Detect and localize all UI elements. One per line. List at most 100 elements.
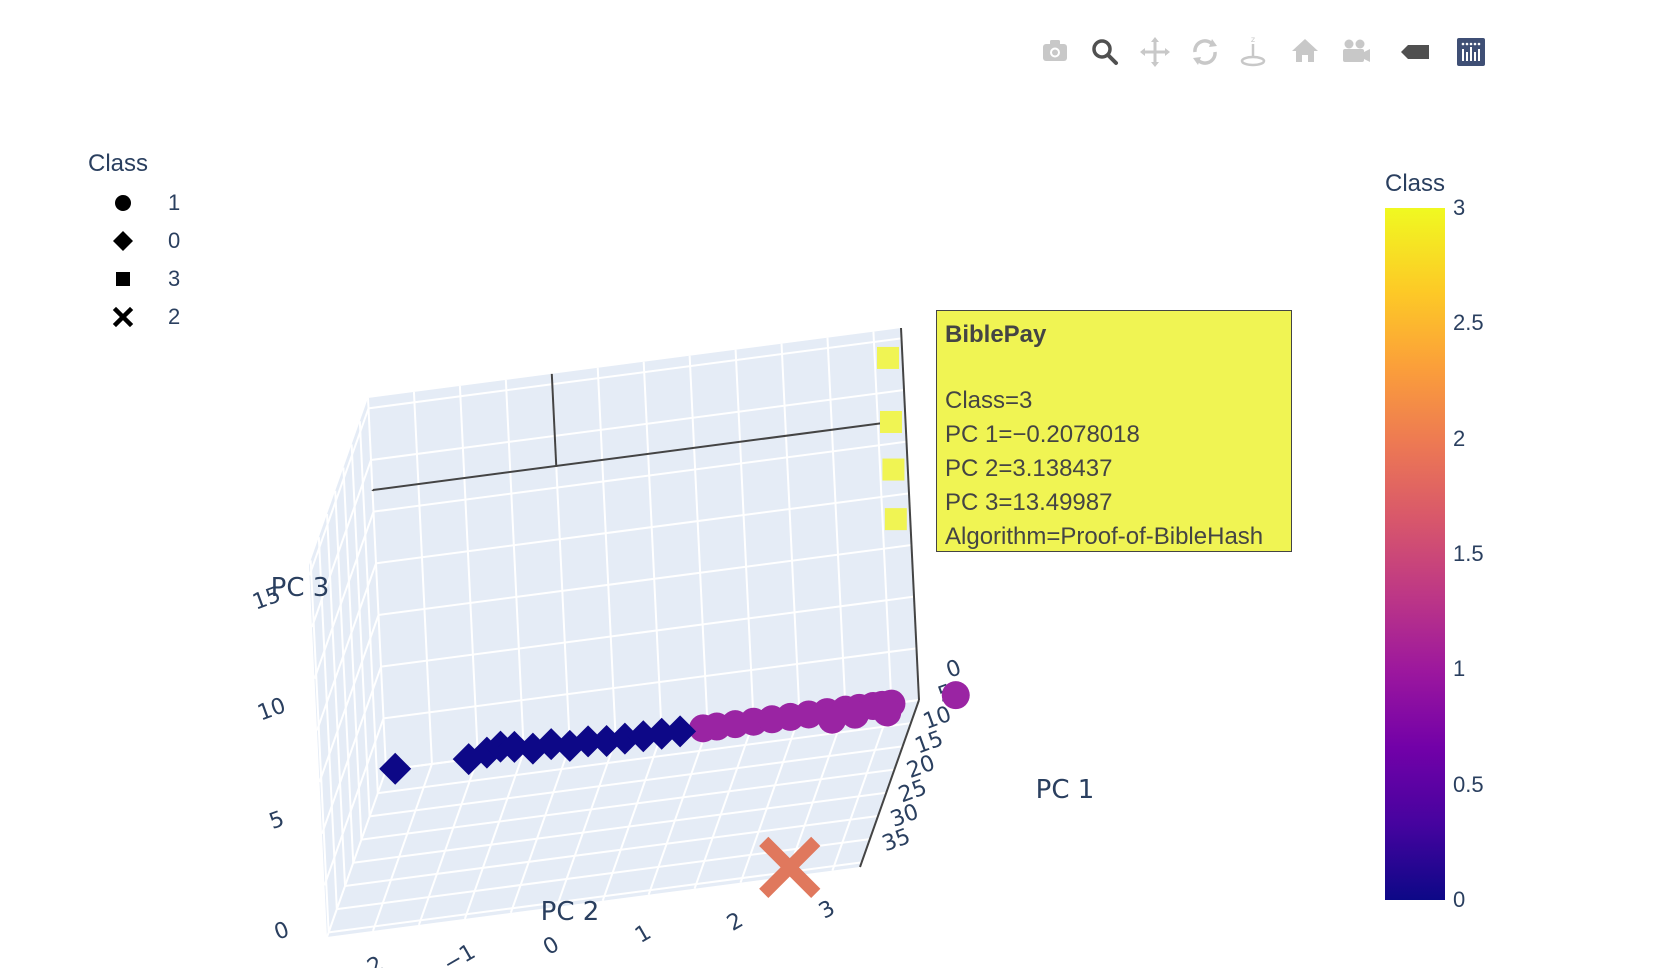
- legend-item-1[interactable]: 1: [88, 184, 268, 222]
- reset-camera-button[interactable]: [1285, 30, 1325, 74]
- legend-item-0[interactable]: 0: [88, 222, 268, 260]
- pc3-tick-label: 5: [266, 807, 288, 835]
- turntable-rotation-button[interactable]: z: [1233, 30, 1273, 74]
- colorbar-tick-label: 1: [1453, 656, 1466, 682]
- side-gridline: [311, 459, 372, 628]
- toggle-hover-button[interactable]: [1395, 30, 1435, 74]
- pc3-axis-title: PC 3: [271, 573, 330, 603]
- back-gridline: [378, 544, 912, 616]
- colorbar-tick-label: 1.5: [1453, 541, 1484, 566]
- home-icon: [1292, 39, 1318, 62]
- pc2-tick-label: −2: [347, 952, 388, 968]
- pc3-tick-label: 0: [271, 917, 293, 945]
- plotly-logo-button[interactable]: [1451, 30, 1491, 74]
- pc2-tick-label: 1: [631, 920, 656, 949]
- pc3-tick-label: 10: [254, 693, 289, 726]
- data-point-class-3[interactable]: [884, 508, 907, 531]
- pc2-tick-label: 2: [723, 908, 748, 937]
- legend-title: Class: [88, 150, 149, 177]
- data-point-class-3[interactable]: [882, 458, 905, 481]
- hover-tag-icon: [1401, 45, 1429, 59]
- pc2-tick-label: −1: [439, 940, 480, 968]
- legend-x-icon: [108, 302, 138, 332]
- back-wall-plane: [368, 328, 919, 770]
- data-point-class-1[interactable]: [840, 700, 869, 729]
- side-gridline: [316, 563, 377, 731]
- colorbar-title: Class: [1385, 170, 1446, 197]
- colorbar: Class 3 2.5 2 1.5 1 0.5 0: [1385, 160, 1585, 920]
- legend-item-2[interactable]: 2: [88, 298, 268, 336]
- floor-gridline: [369, 745, 903, 818]
- back-gridline: [375, 492, 910, 565]
- colorbar-tick-label: 0: [1453, 887, 1466, 912]
- modebar: z: [1035, 30, 1555, 74]
- data-point-class-1[interactable]: [941, 681, 970, 710]
- data-point-class-2[interactable]: [759, 836, 821, 898]
- back-corner-edge: [900, 327, 920, 701]
- back-gridline: [368, 337, 902, 410]
- colorbar-tick-label: 2.5: [1453, 310, 1484, 336]
- side-gridline: [323, 718, 385, 886]
- pc1-axis-line: [859, 699, 920, 868]
- hover-spike-line: [550, 373, 558, 467]
- pan-button[interactable]: [1135, 30, 1175, 74]
- reset-last-view-button[interactable]: [1335, 30, 1375, 74]
- tooltip-line: PC 3=13.49987: [945, 489, 1113, 516]
- tooltip-line: PC 1=−0.2078018: [945, 421, 1140, 448]
- data-point-class-0[interactable]: [664, 715, 697, 748]
- side-gridline: [318, 614, 380, 783]
- data-point-class-0[interactable]: [572, 725, 605, 758]
- side-gridline: [308, 408, 370, 576]
- floor-gridline: [344, 814, 879, 887]
- camera-icon: [1043, 40, 1067, 61]
- turntable-icon: z: [1240, 35, 1266, 67]
- pc1-tick-label: 35: [879, 824, 914, 857]
- markers: [379, 346, 970, 898]
- data-point-class-0[interactable]: [379, 752, 412, 785]
- svg-text:z: z: [1251, 35, 1255, 44]
- download-plot-button[interactable]: [1035, 30, 1075, 74]
- data-point-class-1[interactable]: [818, 705, 847, 734]
- data-point-class-3[interactable]: [877, 346, 900, 369]
- tooltip-title: BiblePay: [945, 321, 1047, 348]
- legend-item-3[interactable]: 3: [88, 260, 268, 298]
- colorbar-tick-label: 0.5: [1453, 771, 1484, 797]
- legend-diamond-icon: [108, 226, 138, 256]
- floor-gridline: [328, 861, 862, 934]
- legend-items: 1 0 3 2: [88, 184, 268, 336]
- side-gridline: [321, 666, 382, 834]
- data-point-class-1[interactable]: [873, 698, 902, 727]
- back-gridline: [373, 440, 907, 513]
- legend-label: 3: [168, 266, 181, 291]
- pan-icon: [1140, 37, 1170, 67]
- back-gridline: [370, 389, 905, 461]
- zoom-button[interactable]: [1085, 30, 1125, 74]
- floor-gridline: [377, 722, 911, 795]
- data-point-class-3[interactable]: [879, 410, 902, 433]
- tooltip-line: Algorithm=Proof-of-BibleHash: [945, 523, 1264, 550]
- legend-square-icon: [108, 264, 138, 294]
- colorbar-gradient: [1385, 208, 1445, 900]
- pc2-tick-label: 0: [539, 932, 564, 961]
- plotly-logo-icon: [1457, 38, 1485, 66]
- hover-tooltip: BiblePay Class=3 PC 1=−0.2078018 PC 2=3.…: [936, 310, 1292, 552]
- data-point-class-0[interactable]: [535, 728, 568, 761]
- pc2-axis-title: PC 2: [541, 897, 600, 927]
- camera-video-icon: [1343, 39, 1370, 62]
- orbit-rotation-button[interactable]: [1185, 30, 1225, 74]
- pc2-tick-label: 3: [815, 896, 840, 925]
- colorbar-tick-label: 2: [1453, 425, 1466, 451]
- back-gridline: [383, 647, 917, 720]
- back-gridline: [380, 595, 915, 668]
- side-gridline: [326, 769, 387, 938]
- legend-label: 2: [168, 304, 181, 329]
- floor-gridline: [361, 768, 895, 841]
- colorbar-tick-label: 3: [1453, 195, 1466, 220]
- side-gridline: [313, 511, 375, 679]
- data-point-class-0[interactable]: [498, 730, 531, 763]
- legend-circle-icon: [108, 188, 138, 218]
- legend-label: 0: [168, 228, 181, 253]
- legend-label: 1: [168, 190, 181, 215]
- tooltip-line: PC 2=3.138437: [945, 455, 1113, 482]
